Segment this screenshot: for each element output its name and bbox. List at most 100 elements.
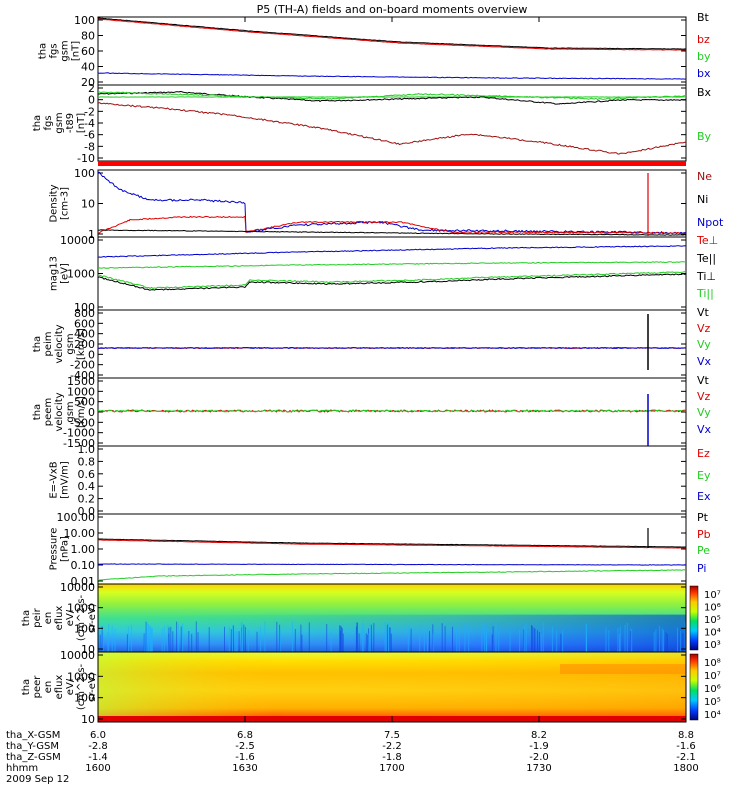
x-tick-label: 1630 (232, 763, 257, 774)
y-axis-label: [cm-3] (60, 187, 71, 220)
peer-heatmap-overlay (98, 652, 686, 722)
y-axis-label: peem (43, 398, 54, 426)
x-axis-row-label: tha_X-GSM (6, 730, 60, 741)
colorbar-label: 10⁴ (704, 628, 721, 639)
y-axis-label: (cm^2-s- (76, 663, 87, 710)
colorbar-label: 10⁷ (704, 671, 721, 682)
y-tick-label: 100 (74, 167, 95, 180)
legend-Bt: Bt (697, 11, 710, 24)
colorbar-label: 10⁵ (704, 615, 721, 626)
y-axis-label: [eV] (60, 263, 71, 284)
y-axis-label: tha (32, 115, 43, 131)
y-axis-label: peer (32, 675, 43, 699)
y-axis-label: fgs (43, 115, 54, 130)
y-tick-label: 0.2 (78, 493, 96, 506)
colorbar (690, 586, 698, 650)
y-tick-label: 10 (81, 198, 95, 211)
series-Te-par (98, 274, 686, 291)
legend-Ey: Ey (697, 469, 711, 482)
legend-Vx: Vx (697, 423, 712, 436)
y-axis-label: eflux (54, 606, 65, 631)
y-tick-label: 10000 (60, 234, 95, 247)
legend-by: by (697, 50, 711, 63)
legend-Bx: Bx (697, 86, 712, 99)
y-tick-label: -10 (77, 152, 95, 165)
y-axis-label: en (43, 612, 54, 625)
y-axis-label: gsm (54, 112, 65, 133)
legend-Ni: Ni (697, 193, 708, 206)
panel-frame (98, 17, 686, 85)
series-Bt (98, 18, 686, 49)
x-tick-label: 6.0 (90, 730, 106, 741)
series-Te-perp (98, 246, 686, 258)
y-axis-label: eV/ (65, 609, 76, 626)
y-tick-label: 100.00 (57, 511, 96, 524)
y-axis-label: tha (21, 610, 32, 626)
x-tick-label: 7.5 (384, 730, 400, 741)
y-tick-label: 60 (81, 45, 95, 58)
y-axis-label: tha (32, 336, 43, 352)
y-axis-label: mag13 (49, 256, 60, 291)
x-tick-label: 8.2 (531, 730, 547, 741)
y-axis-label: -t89 (65, 113, 76, 133)
legend-Vz: Vz (697, 390, 711, 403)
panel-frame (98, 446, 686, 514)
y-axis-label: fgs (49, 43, 60, 58)
x-tick-label: 1700 (379, 763, 404, 774)
legend-Ez: Ez (697, 447, 710, 460)
y-axis-label: sr-eV) (87, 603, 98, 632)
legend-Vy: Vy (697, 406, 711, 419)
y-axis-label: eflux (54, 675, 65, 700)
x-tick-label: -1.8 (382, 752, 402, 763)
y-axis-label: peim (43, 331, 54, 356)
y-axis-label: Pressure (49, 528, 60, 571)
series-Bx (98, 92, 686, 105)
y-tick-label: 10000 (60, 581, 95, 594)
x-axis-row-label: hhmm (6, 763, 38, 774)
peer-heatmap-band (560, 664, 686, 674)
series-Ti-perp (98, 272, 686, 289)
legend-Vx: Vx (697, 355, 712, 368)
y-axis-label: [mV/m] (60, 461, 71, 499)
legend-Ti⊥: Ti⊥ (696, 270, 716, 283)
legend-Vy: Vy (697, 338, 711, 351)
colorbar-label: 10³ (704, 640, 721, 651)
legend-Pe: Pe (697, 544, 710, 557)
y-axis-label: sr-eV) (87, 672, 98, 701)
legend-Te⊥: Te⊥ (696, 234, 718, 247)
y-tick-label: 1000 (67, 268, 95, 281)
y-tick-label: 1.00 (71, 543, 96, 556)
x-axis-row-label: tha_Z-GSM (6, 752, 61, 763)
series-Npot (98, 172, 686, 234)
x-tick-label: -2.1 (676, 752, 696, 763)
y-tick-label: 10 (81, 713, 95, 726)
y-tick-label: 80 (81, 30, 95, 43)
y-axis-label: [nPa] (60, 536, 71, 562)
y-tick-label: 0.10 (71, 559, 96, 572)
y-axis-label: [km/s] (76, 328, 87, 360)
legend-Npot: Npot (697, 216, 724, 229)
y-tick-label: 40 (81, 61, 95, 74)
y-axis-label: [nT] (71, 41, 82, 61)
x-tick-label: -1.4 (88, 752, 108, 763)
y-axis-label: [nT] (76, 113, 87, 133)
legend-Vt: Vt (697, 374, 710, 387)
legend-Ne: Ne (697, 170, 712, 183)
colorbar-label: 10⁸ (704, 658, 721, 669)
y-axis-label: (cm^2-s- (76, 594, 87, 641)
series-Pe (98, 570, 686, 580)
legend-Ti||: Ti|| (696, 287, 714, 300)
legend-Te||: Te|| (696, 252, 716, 265)
colorbar-label: 10⁴ (704, 710, 721, 721)
x-tick-label: -1.9 (529, 741, 549, 752)
colorbar (690, 654, 698, 720)
colorbar-label: 10⁶ (704, 684, 721, 695)
series-Pi (98, 564, 686, 565)
y-axis-label: peir (32, 607, 43, 627)
x-tick-label: 1600 (85, 763, 110, 774)
